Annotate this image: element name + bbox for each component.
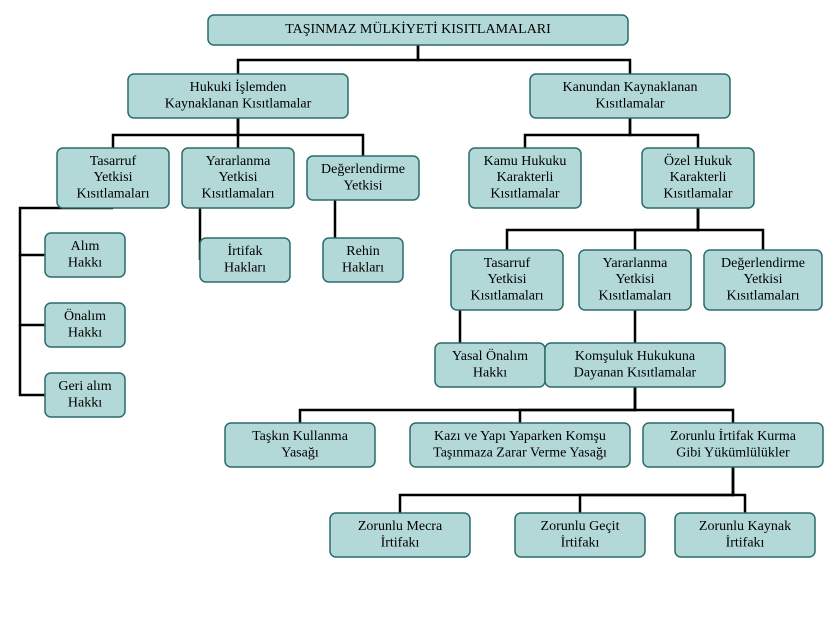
node-onalim: ÖnalımHakkı: [45, 303, 125, 347]
node-label: Kısıtlamalar: [490, 186, 560, 201]
node-komsuluk: Komşuluk HukukunaDayanan Kısıtlamalar: [545, 343, 725, 387]
node-label: TAŞINMAZ MÜLKİYETİ KISITLAMALARI: [285, 20, 551, 37]
node-yararlanma2: YararlanmaYetkisiKısıtlamaları: [579, 250, 691, 310]
edge: [698, 208, 763, 250]
node-label: Yetkisi: [343, 178, 382, 193]
node-tasarruf2: TasarrufYetkisiKısıtlamaları: [451, 250, 563, 310]
node-ozel: Özel HukukKarakterliKısıtlamalar: [642, 148, 754, 208]
node-label: Taşınmaza Zarar Verme Yasağı: [433, 445, 607, 460]
edge: [635, 208, 698, 250]
node-label: Zorunlu Mecra: [358, 519, 443, 534]
node-label: Kısıtlamaları: [470, 288, 543, 303]
edge: [580, 467, 733, 513]
node-label: Hakkı: [68, 255, 102, 270]
node-kanundan: Kanundan KaynaklananKısıtlamalar: [530, 74, 730, 118]
node-label: Kaynaklanan Kısıtlamalar: [165, 96, 312, 111]
node-gerialim: Geri alımHakkı: [45, 373, 125, 417]
node-label: Komşuluk Hukukuna: [575, 349, 696, 364]
node-label: Zorunlu Kaynak: [699, 519, 791, 534]
node-label: Yetkisi: [218, 170, 257, 185]
node-label: Geri alım: [58, 379, 111, 394]
node-degerlendirme2: DeğerlendirmeYetkisiKısıtlamaları: [704, 250, 822, 310]
node-kamu: Kamu HukukuKarakterliKısıtlamalar: [469, 148, 581, 208]
node-label: Yararlanma: [603, 256, 668, 271]
node-irtifak: İrtifakHakları: [200, 238, 290, 282]
node-label: Hakları: [224, 260, 266, 275]
node-label: Yetkisi: [93, 170, 132, 185]
node-hukuki: Hukuki İşlemdenKaynaklanan Kısıtlamalar: [128, 74, 348, 118]
node-label: Karakterli: [670, 170, 727, 185]
node-label: Yetkisi: [615, 272, 654, 287]
node-label: Yararlanma: [206, 154, 271, 169]
edge: [418, 45, 630, 74]
node-label: Yetkisi: [487, 272, 526, 287]
edge: [733, 467, 745, 513]
edge: [20, 255, 45, 325]
node-label: Kısıtlamaları: [201, 186, 274, 201]
node-label: Kısıtlamaları: [726, 288, 799, 303]
node-label: Tasarruf: [484, 256, 531, 271]
edge: [20, 325, 45, 395]
edge: [520, 387, 635, 423]
node-label: Zorunlu İrtifak Kurma: [670, 428, 797, 444]
node-label: Alım: [71, 239, 100, 254]
node-kaynak: Zorunlu Kaynakİrtifakı: [675, 513, 815, 557]
node-tasarruf1: TasarrufYetkisiKısıtlamaları: [57, 148, 169, 208]
node-label: İrtifakı: [726, 534, 765, 550]
node-alim: AlımHakkı: [45, 233, 125, 277]
node-label: Yetkisi: [743, 272, 782, 287]
node-label: Kısıtlamaları: [76, 186, 149, 201]
edge: [635, 387, 733, 423]
node-label: Kısıtlamaları: [598, 288, 671, 303]
node-gecit: Zorunlu Geçitİrtifakı: [515, 513, 645, 557]
node-label: Değerlendirme: [721, 256, 805, 271]
edge: [113, 118, 238, 148]
node-label: Hakkı: [68, 325, 102, 340]
edge: [630, 118, 698, 148]
node-root: TAŞINMAZ MÜLKİYETİ KISITLAMALARI: [208, 15, 628, 45]
node-kazi: Kazı ve Yapı Yaparken KomşuTaşınmaza Zar…: [410, 423, 630, 467]
node-label: Kısıtlamalar: [595, 96, 665, 111]
node-label: Tasarruf: [90, 154, 137, 169]
node-label: Dayanan Kısıtlamalar: [574, 365, 697, 380]
node-zorunlu: Zorunlu İrtifak KurmaGibi Yükümlülükler: [643, 423, 823, 467]
node-label: Hakları: [342, 260, 384, 275]
node-yararlanma1: YararlanmaYetkisiKısıtlamaları: [182, 148, 294, 208]
edge: [400, 467, 733, 513]
node-taskin: Taşkın KullanmaYasağı: [225, 423, 375, 467]
edge: [300, 387, 635, 423]
edge: [525, 118, 630, 148]
node-label: Önalım: [64, 307, 106, 324]
node-label: Yasal Önalım: [452, 347, 528, 364]
node-label: Değerlendirme: [321, 162, 405, 177]
node-label: Karakterli: [497, 170, 554, 185]
node-label: Kazı ve Yapı Yaparken Komşu: [434, 429, 606, 444]
node-label: Taşkın Kullanma: [252, 429, 349, 444]
node-label: Zorunlu Geçit: [541, 519, 620, 534]
node-label: Hukuki İşlemden: [190, 79, 287, 95]
node-label: Gibi Yükümlülükler: [676, 445, 790, 460]
node-yasalonalim: Yasal ÖnalımHakkı: [435, 343, 545, 387]
node-label: Kanundan Kaynaklanan: [563, 80, 698, 95]
node-label: Hakkı: [473, 365, 507, 380]
node-degerlendirme1: DeğerlendirmeYetkisi: [307, 156, 419, 200]
node-label: Kamu Hukuku: [484, 154, 567, 169]
node-label: Kısıtlamalar: [663, 186, 733, 201]
node-label: İrtifak: [228, 243, 263, 259]
node-label: Yasağı: [281, 445, 319, 460]
node-label: İrtifakı: [381, 534, 420, 550]
node-label: İrtifakı: [561, 534, 600, 550]
node-label: Rehin: [346, 244, 379, 259]
node-label: Özel Hukuk: [664, 152, 732, 169]
hierarchy-diagram: TAŞINMAZ MÜLKİYETİ KISITLAMALARI Hukuki İ…: [0, 0, 836, 620]
node-mecra: Zorunlu Mecraİrtifakı: [330, 513, 470, 557]
node-label: Hakkı: [68, 395, 102, 410]
node-rehin: RehinHakları: [323, 238, 403, 282]
edge: [238, 45, 418, 74]
